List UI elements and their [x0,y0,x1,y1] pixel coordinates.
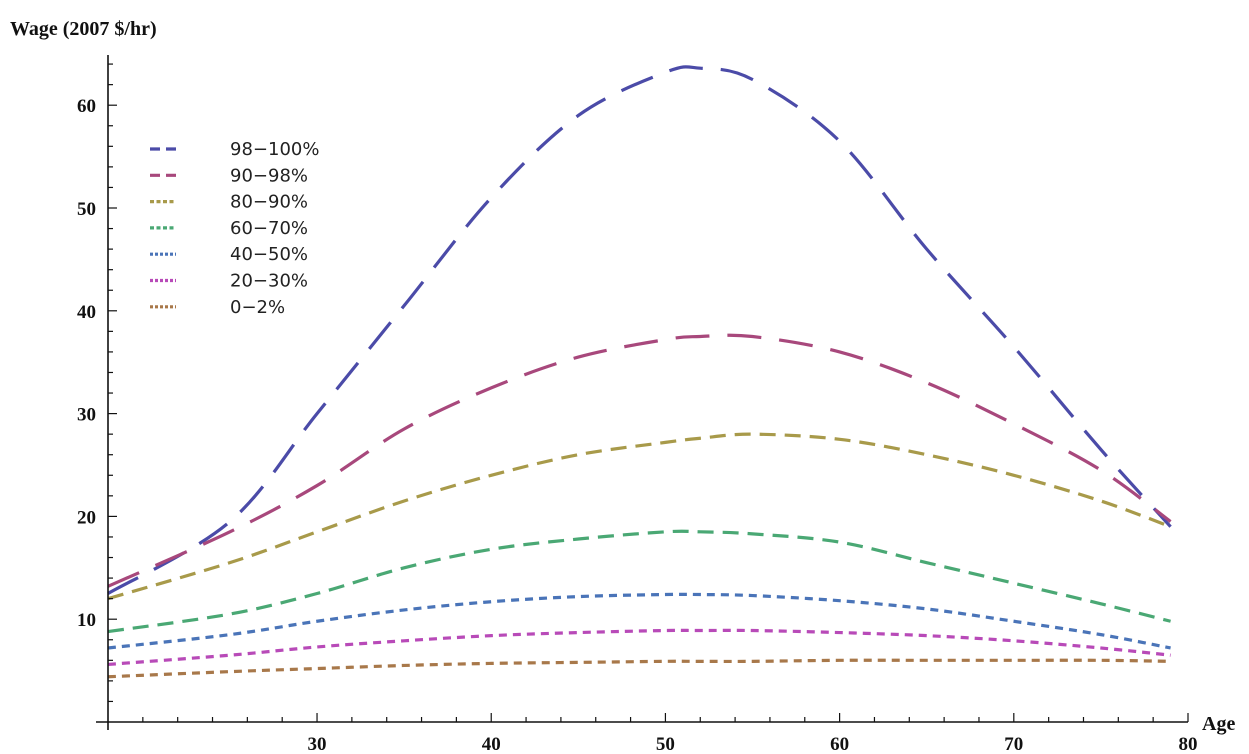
legend-label-1: 90−98% [230,165,308,186]
legend-label-4: 40−50% [230,244,308,265]
x-tick-label: 30 [308,734,327,754]
x-tick-label: 80 [1179,734,1198,754]
series-line-6 [107,658,1171,679]
series-line-3 [107,529,1171,634]
legend-label-3: 60−70% [230,218,308,239]
y-tick-label: 40 [77,302,96,323]
x-tick-label: 70 [1004,734,1023,754]
y-tick-label: 20 [77,507,96,528]
y-axis-title: Wage (2007 $/hr) [10,18,157,40]
series-line-4 [107,592,1171,650]
series-line-5 [107,628,1171,667]
legend-label-2: 80−90% [230,192,308,213]
x-tick-label: 50 [656,734,675,754]
legend: 98−100% 90−98% 80−90% 60−70% 40−50% 20−30% 0−2… [150,139,319,318]
y-tick-label: 10 [77,610,96,631]
axes: 10 20 30 40 50 60 30 40 50 60 70 80 [77,55,1198,754]
y-tick-label: 50 [77,199,96,220]
series-line-2 [107,432,1172,601]
x-tick-label: 60 [830,734,849,754]
legend-label-6: 0−2% [230,297,285,318]
series-line-0 [107,65,1172,595]
plot-area [107,65,1172,679]
x-axis-title: Age [1202,713,1235,735]
y-tick-label: 30 [77,405,96,426]
legend-label-5: 20−30% [230,271,308,292]
x-tick-label: 40 [482,734,501,754]
series-line-1 [107,333,1172,588]
legend-label-0: 98−100% [230,139,319,160]
y-tick-label: 60 [77,96,96,117]
